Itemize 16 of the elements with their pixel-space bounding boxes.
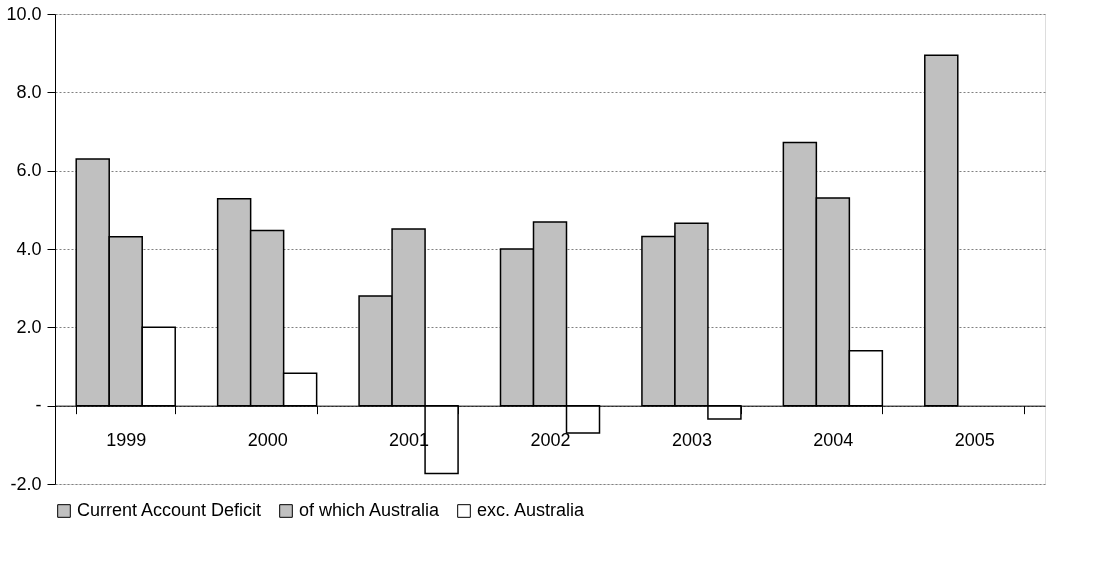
y-tick-label: - bbox=[35, 395, 42, 416]
x-tick-label: 2003 bbox=[671, 430, 712, 451]
legend-label: Current Account Deficit bbox=[77, 500, 262, 520]
x-tick-label: 1999 bbox=[106, 430, 147, 451]
x-tick-label: 2000 bbox=[247, 430, 288, 451]
y-tick-label: 4.0 bbox=[16, 238, 42, 259]
y-tick-label: 2.0 bbox=[16, 316, 42, 337]
legend-label: exc. Australia bbox=[477, 500, 586, 520]
x-tick-label: 2004 bbox=[813, 430, 854, 451]
x-tick-label: 2002 bbox=[530, 430, 571, 451]
y-tick-label: 8.0 bbox=[16, 81, 42, 102]
x-tick-label: 2005 bbox=[954, 430, 995, 451]
legend-label: of which Australia bbox=[299, 500, 441, 520]
y-tick-label: 10.0 bbox=[6, 3, 42, 24]
y-tick-label: -2.0 bbox=[10, 473, 42, 494]
y-tick-label: 6.0 bbox=[16, 160, 42, 181]
